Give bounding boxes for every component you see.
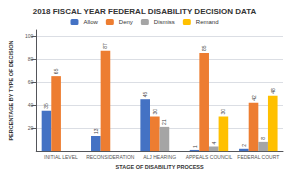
svg-text:21: 21 [161,119,167,125]
svg-text:35: 35 [43,103,49,109]
svg-text:80: 80 [28,56,34,62]
svg-text:8: 8 [260,137,266,140]
svg-text:42: 42 [251,95,257,101]
svg-text:RECONSIDERATION: RECONSIDERATION [86,154,135,160]
svg-text:85: 85 [201,45,207,51]
svg-text:13: 13 [93,128,99,134]
svg-text:ALJ HEARING: ALJ HEARING [143,154,176,160]
svg-text:FEDERAL COURT: FEDERAL COURT [237,154,279,160]
svg-text:Remand: Remand [196,19,219,25]
svg-text:1: 1 [192,145,198,148]
svg-text:STAGE OF DISABILITY PROCESS: STAGE OF DISABILITY PROCESS [116,164,204,170]
svg-text:87: 87 [102,43,108,49]
svg-text:2018 FISCAL YEAR FEDERAL DISAB: 2018 FISCAL YEAR FEDERAL DISABILITY DECI… [33,7,257,16]
svg-text:60: 60 [28,79,34,85]
svg-text:65: 65 [53,68,59,74]
svg-text:4: 4 [211,141,217,144]
svg-text:Dismiss: Dismiss [154,19,175,25]
svg-text:20: 20 [28,125,34,131]
svg-text:40: 40 [28,102,34,108]
svg-text:APPEALS COUNCIL: APPEALS COUNCIL [186,154,233,160]
svg-text:2: 2 [241,144,247,147]
svg-text:30: 30 [220,109,226,115]
svg-text:30: 30 [152,109,158,115]
svg-text:48: 48 [270,88,276,94]
svg-text:45: 45 [142,91,148,97]
svg-text:INITIAL LEVEL: INITIAL LEVEL [44,154,78,160]
svg-text:PERCENTAGE BY TYPE OF DECISION: PERCENTAGE BY TYPE OF DECISION [8,41,14,141]
svg-text:100: 100 [25,33,34,39]
svg-text:Allow: Allow [83,19,98,25]
svg-text:Deny: Deny [119,19,133,25]
